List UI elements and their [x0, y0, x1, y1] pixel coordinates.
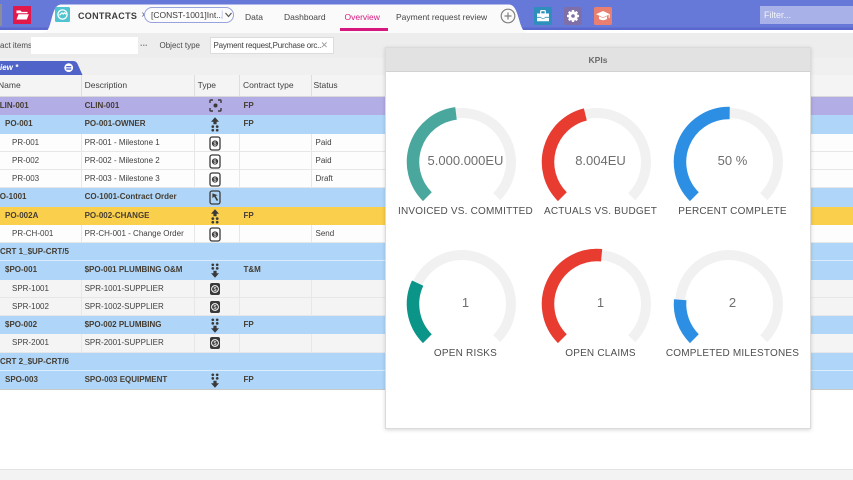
svg-text:$: $	[214, 177, 217, 183]
svg-text:$: $	[214, 232, 217, 238]
svg-text:$: $	[214, 287, 217, 293]
svg-text:$: $	[214, 141, 217, 147]
svg-text:$: $	[214, 159, 217, 165]
svg-text:$: $	[214, 341, 217, 347]
svg-text:$: $	[214, 305, 217, 311]
